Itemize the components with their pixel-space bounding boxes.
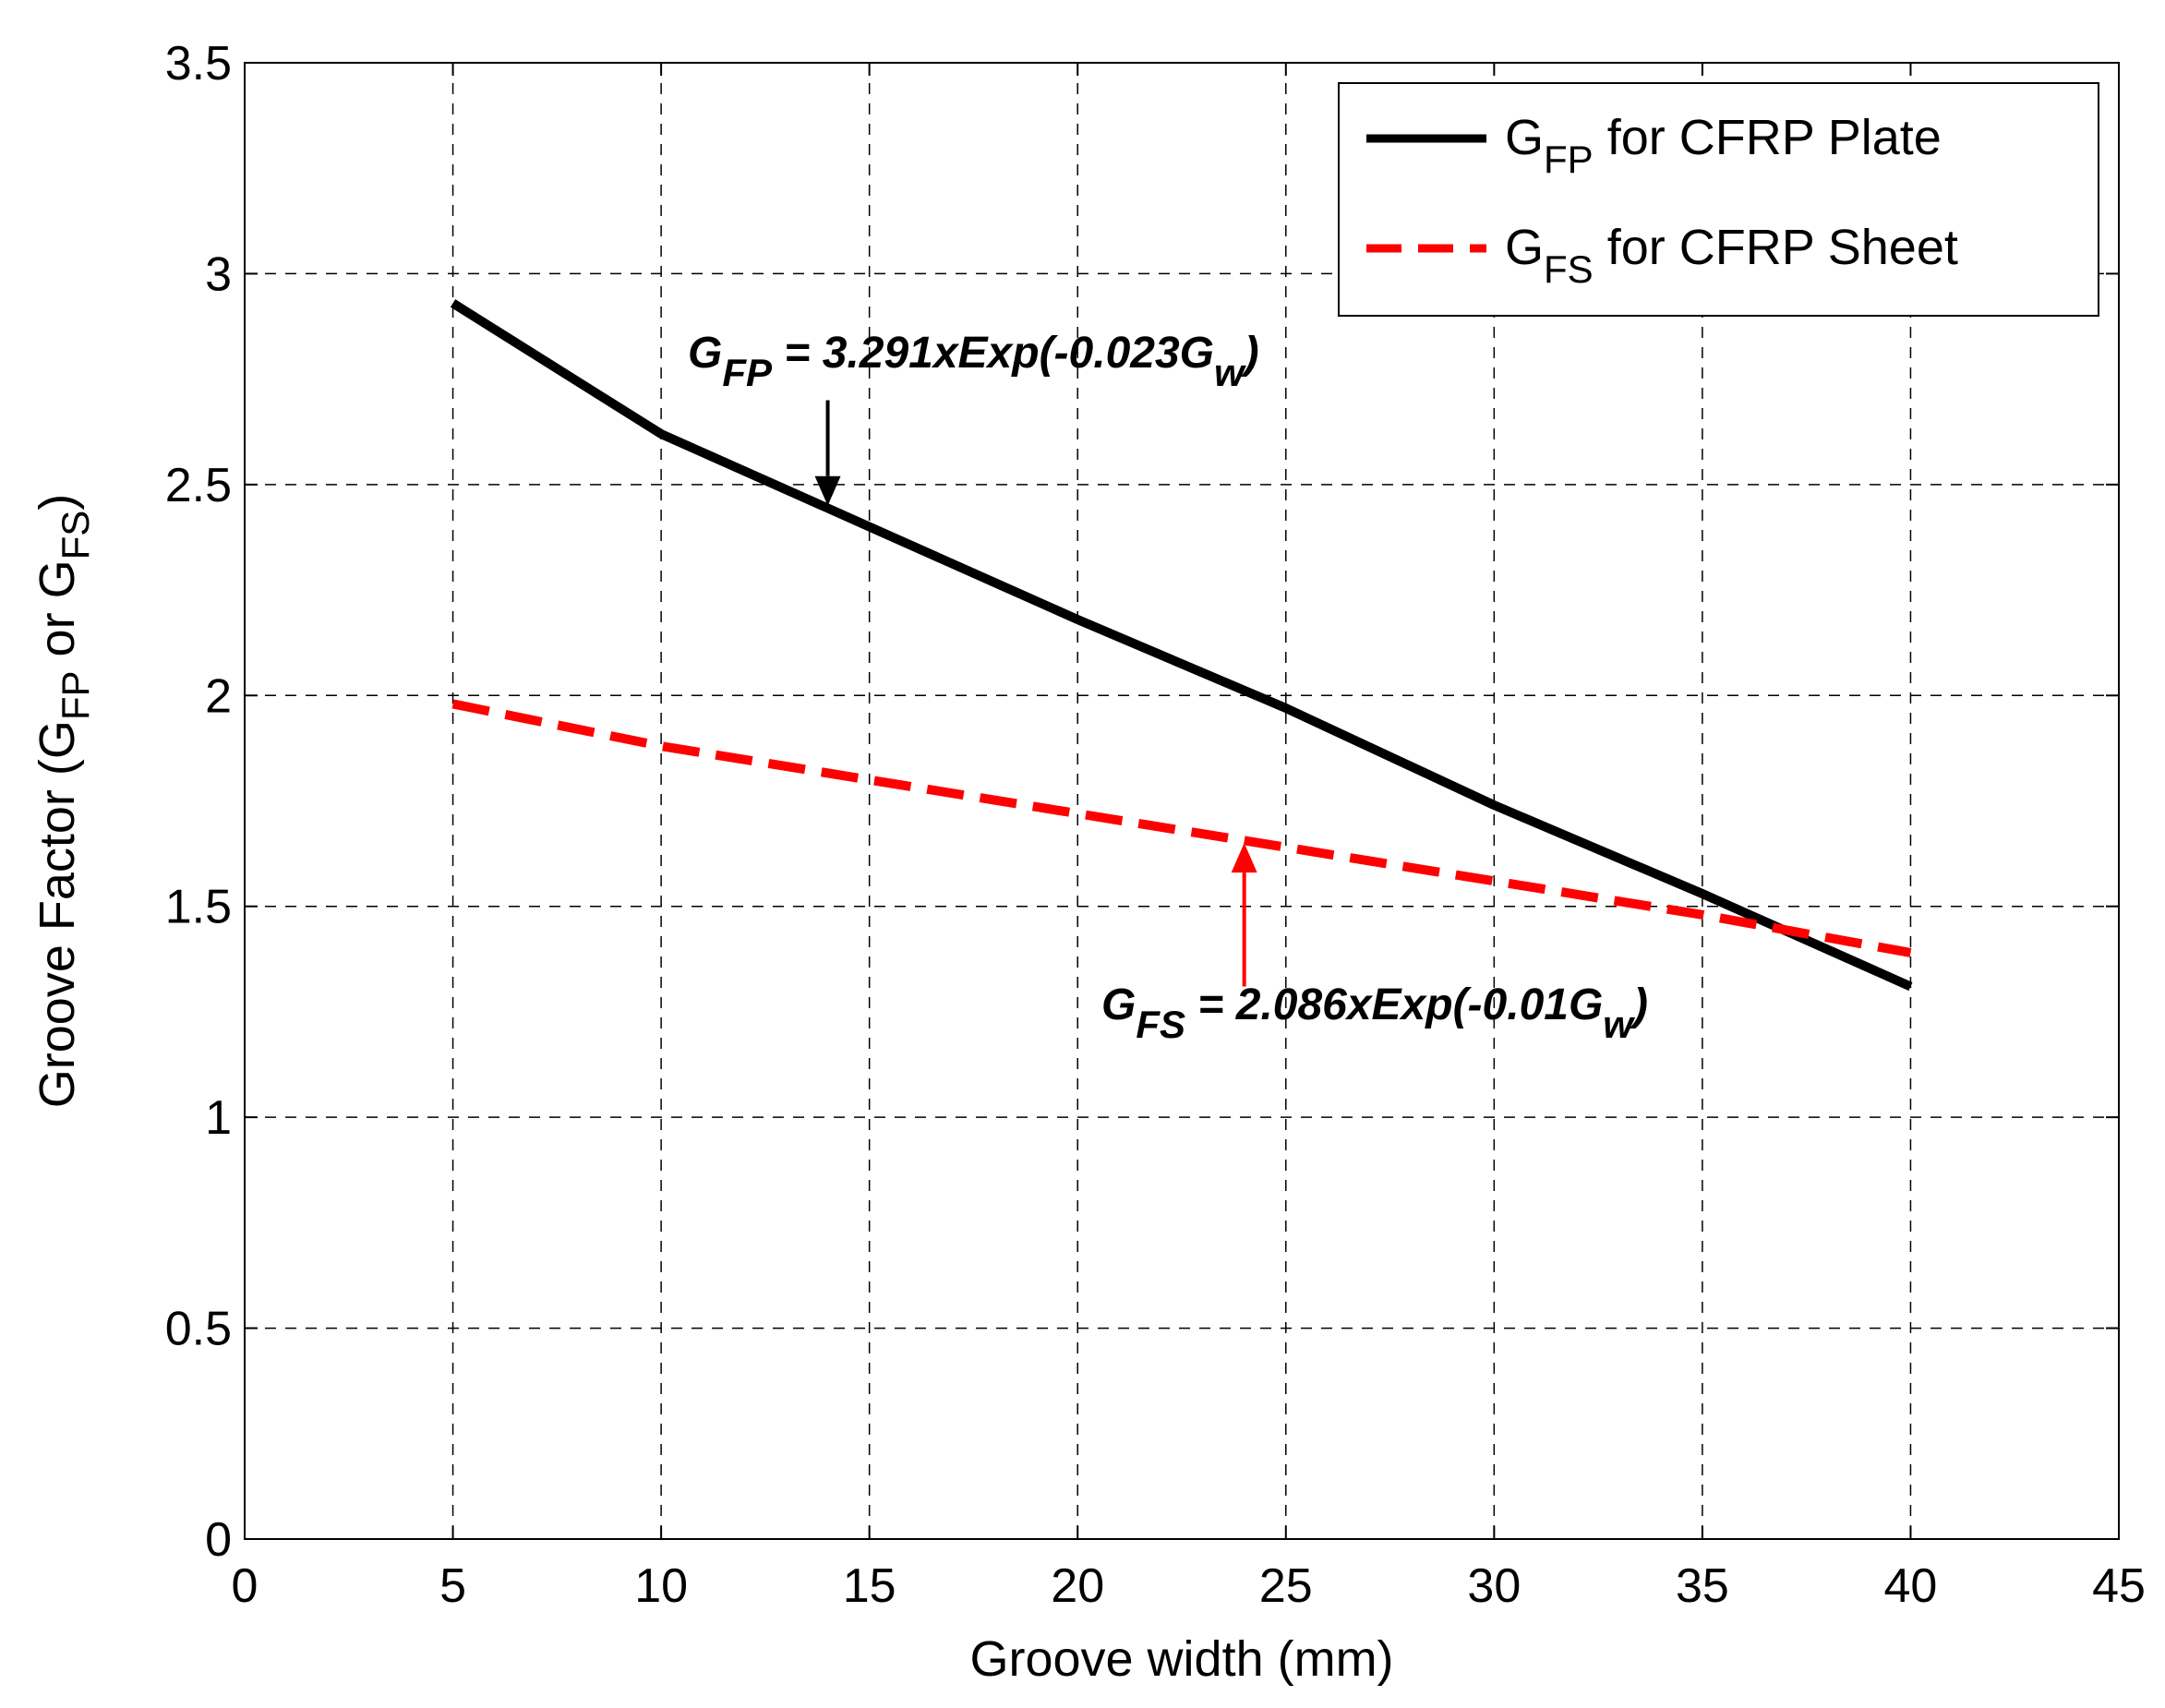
legend: GFP for CFRP Plate GFS for CFRP Sheet <box>1338 82 2099 317</box>
plot-frame <box>244 62 2120 1540</box>
y-axis-label: Groove Factor (GFP or GFS) <box>30 494 97 1108</box>
annotation-arrow-head <box>1231 843 1257 873</box>
ticks-layer: 0 5 10 15 20 25 30 35 40 45 0 0.5 1 1.5 2 2.5 3 3.5 <box>165 37 2146 1613</box>
y-axis-label-sub1: FP <box>54 670 97 720</box>
annotation-gfp-equation: GFP = 3.291xExp(-0.023Gw) <box>688 329 1259 394</box>
y-tick-label: 0.5 <box>165 1303 232 1356</box>
y-tick-label: 1.5 <box>165 881 232 934</box>
legend-label-plate: GFP for CFRP Plate <box>1505 110 1942 181</box>
grid-lines <box>245 63 2119 1539</box>
y-axis-label-prefix: Groove Factor (G <box>30 720 85 1108</box>
series-layer <box>450 299 1913 992</box>
y-tick-label: 3.5 <box>165 37 232 90</box>
annotation-gfs-equation: GFS = 2.086xExp(-0.01Gw) <box>1101 980 1648 1046</box>
annotation-arrow-head <box>814 475 841 506</box>
y-tick-label: 0 <box>205 1513 232 1567</box>
x-tick-label: 35 <box>1676 1559 1729 1613</box>
y-tick-label: 3 <box>205 247 232 301</box>
y-tick-label: 2 <box>205 669 232 723</box>
x-tick-label: 10 <box>634 1559 688 1613</box>
x-axis-label: Groove width (mm) <box>969 1631 1393 1687</box>
series-line-gfp-plate <box>450 299 1913 992</box>
y-axis-label-suffix: ) <box>30 494 85 511</box>
x-tick-label: 20 <box>1051 1559 1104 1613</box>
series-line-gfs-sheet <box>451 699 1912 957</box>
x-tick-label: 15 <box>843 1559 896 1613</box>
legend-label-sheet: GFS for CFRP Sheet <box>1505 220 1958 291</box>
y-axis-label-sub2: FS <box>54 511 97 560</box>
x-tick-label: 25 <box>1259 1559 1313 1613</box>
annotations-layer: GFP = 3.291xExp(-0.023Gw) GFS = 2.086xExp… <box>688 329 1648 1046</box>
y-axis-label-mid: or G <box>30 559 85 670</box>
x-tick-label: 40 <box>1884 1559 1938 1613</box>
legend-box <box>1338 82 2099 317</box>
x-tick-label: 30 <box>1467 1559 1521 1613</box>
y-tick-label: 2.5 <box>165 459 232 512</box>
x-tick-label: 5 <box>439 1559 466 1613</box>
y-tick-label: 1 <box>205 1091 232 1145</box>
x-tick-label: 45 <box>2092 1559 2146 1613</box>
x-tick-label: 0 <box>232 1559 259 1613</box>
